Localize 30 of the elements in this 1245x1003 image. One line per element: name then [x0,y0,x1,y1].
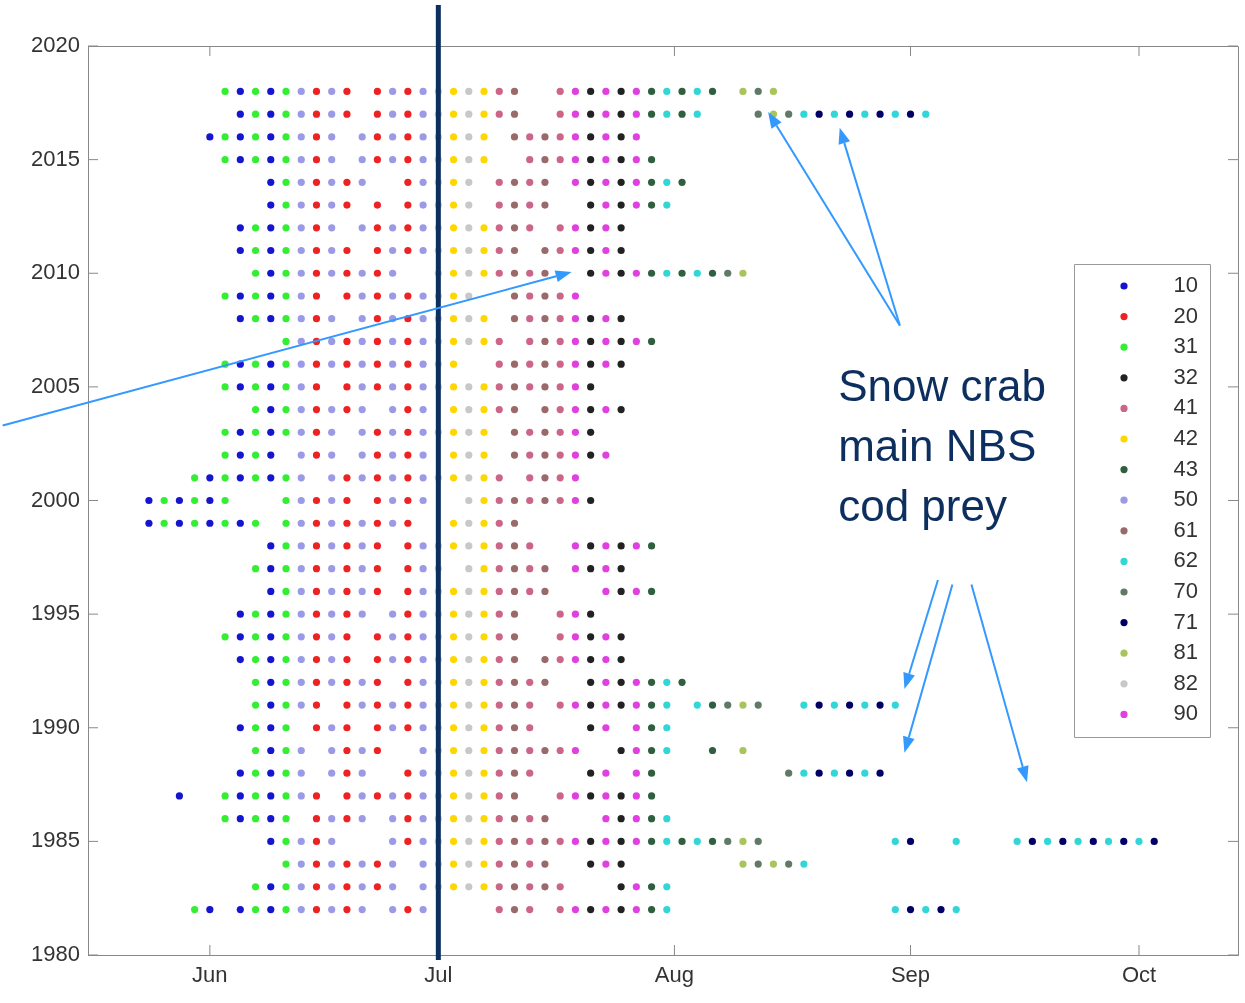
x-tick-label: Oct [1121,962,1157,988]
legend-label: 82 [1173,669,1198,695]
x-tick-label: Jul [424,962,453,988]
x-tick-label: Jun [192,962,228,988]
legend-label: 42 [1173,425,1198,451]
legend-label: 71 [1173,608,1198,634]
x-tick-label: Aug [654,962,694,988]
legend-label: 20 [1173,302,1198,328]
x-tick-label: Sep [890,962,931,988]
legend-label: 32 [1173,363,1198,389]
legend-label: 31 [1173,333,1198,359]
legend-label: 61 [1173,516,1198,542]
y-tick-label: 2010 [31,259,80,285]
y-tick-label: 1980 [31,941,80,967]
legend-label: 50 [1173,486,1198,512]
legend-label: 81 [1173,639,1198,665]
y-tick-label: 2015 [31,145,80,171]
legend-label: 10 [1173,272,1198,298]
legend-label: 43 [1173,455,1198,481]
y-tick-label: 2005 [31,372,80,398]
y-tick-label: 1990 [31,713,80,739]
legend-label: 70 [1173,578,1198,604]
y-tick-label: 2020 [31,32,80,58]
y-tick-label: 1995 [31,600,80,626]
legend-label: 62 [1173,547,1198,573]
legend-label: 41 [1173,394,1198,420]
y-tick-label: 2000 [31,486,80,512]
y-tick-label: 1985 [31,827,80,853]
legend-label: 90 [1173,700,1198,726]
annotation: Snow crab main NBS cod prey [838,360,1047,530]
